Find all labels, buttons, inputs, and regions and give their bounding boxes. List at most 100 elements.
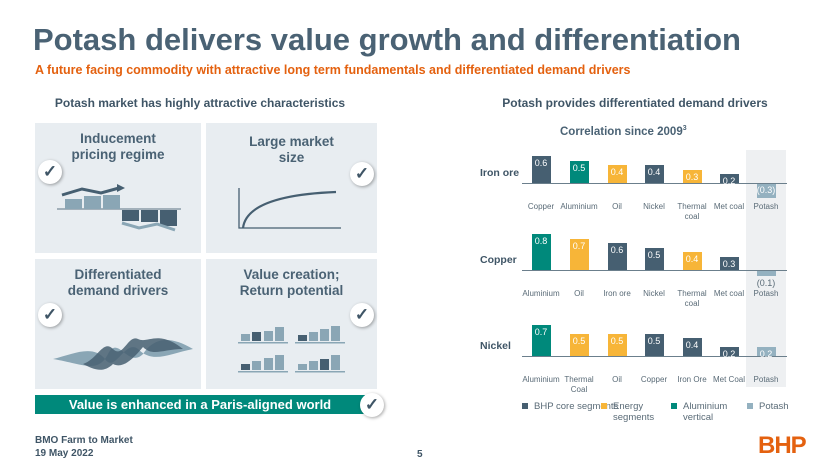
tile-title: Large market size xyxy=(206,134,377,166)
category-label: Aluminium xyxy=(522,375,560,384)
category-label: Copper xyxy=(527,202,555,211)
right-heading: Potash provides differentiated demand dr… xyxy=(502,96,768,110)
value-label: 0.3 xyxy=(722,258,736,269)
value-label: 0.8 xyxy=(534,236,548,246)
row-label: Copper xyxy=(480,254,517,266)
bar xyxy=(682,252,702,270)
category-label: Thermal coal xyxy=(677,202,707,221)
legend-item-core: BHP core segments xyxy=(522,401,619,412)
page-number: 5 xyxy=(417,449,423,460)
category-label: Thermal Coal xyxy=(564,375,594,394)
bar xyxy=(569,333,589,356)
value-label: 0.3 xyxy=(685,171,699,182)
value-label: (0.1) xyxy=(756,277,776,288)
tile-demand-drivers: Differentiated demand drivers xyxy=(35,259,201,389)
value-label: 0.5 xyxy=(647,335,661,346)
tile-title-line: Differentiated xyxy=(74,267,162,282)
baseline xyxy=(522,270,787,271)
pricing-regime-icon xyxy=(57,184,181,232)
bar xyxy=(531,234,551,270)
check-icon: ✓ xyxy=(38,160,62,184)
baseline xyxy=(522,183,787,184)
value-label: 0.7 xyxy=(572,240,586,251)
bar xyxy=(607,243,627,270)
bar xyxy=(756,271,776,276)
category-label: Potash xyxy=(753,375,779,384)
value-label: 0.4 xyxy=(685,340,699,350)
value-label: 0.5 xyxy=(647,249,661,260)
legend-swatch xyxy=(671,403,677,409)
value-label: 0.4 xyxy=(647,167,661,177)
footer-date: 19 May 2022 xyxy=(35,448,94,459)
check-icon: ✓ xyxy=(38,303,62,327)
bar xyxy=(756,347,776,356)
value-label: 0.2 xyxy=(722,176,736,186)
category-label: Iron ore xyxy=(603,289,631,298)
check-icon: ✓ xyxy=(350,303,374,327)
value-label: 0.6 xyxy=(534,158,548,168)
value-label: 0.6 xyxy=(610,245,624,255)
legend-swatch xyxy=(747,403,753,409)
footnote-ref: 3 xyxy=(682,125,687,132)
legend-label: BHP core segments xyxy=(534,401,619,412)
bar xyxy=(719,347,739,356)
baseline xyxy=(522,356,787,357)
bar xyxy=(531,156,551,183)
legend-swatch xyxy=(601,403,607,409)
value-label: 0.4 xyxy=(685,254,699,264)
category-label: Oil xyxy=(612,202,622,211)
legend-swatch xyxy=(522,403,528,409)
value-label: 0.5 xyxy=(610,335,624,346)
category-label: Oil xyxy=(612,375,622,384)
paris-aligned-banner: Value is enhanced in a Paris-aligned wor… xyxy=(35,395,365,414)
chart-title: Correlation since 20093 xyxy=(560,125,687,138)
value-label: 0.4 xyxy=(610,167,624,177)
value-label: 0.2 xyxy=(722,349,736,359)
value-label: 0.7 xyxy=(534,326,548,337)
tile-title-line: Inducement xyxy=(80,131,156,146)
footer-event: BMO Farm to Market xyxy=(35,435,133,446)
tile-large-market: Large market size xyxy=(206,123,377,253)
wave-icon xyxy=(53,338,193,370)
row-label: Nickel xyxy=(480,340,511,352)
bar xyxy=(682,169,702,183)
tile-title-line: demand drivers xyxy=(67,283,169,298)
category-label: Potash xyxy=(753,289,779,298)
tile-title-line: Value creation; xyxy=(243,267,340,282)
category-label: Copper xyxy=(640,375,668,384)
category-label: Thermal coal xyxy=(677,289,707,308)
bar xyxy=(682,338,702,356)
category-label: Aluminium xyxy=(522,289,560,298)
bar xyxy=(756,184,776,198)
page-title: Potash delivers value growth and differe… xyxy=(33,22,741,57)
bar xyxy=(569,160,589,183)
bar xyxy=(719,256,739,270)
bar xyxy=(569,238,589,270)
value-label: 0.2 xyxy=(759,349,773,359)
value-label: 0.5 xyxy=(572,162,586,173)
tile-title: Value creation; Return potential xyxy=(206,267,377,299)
category-label: Met coal xyxy=(713,289,745,298)
category-label: Aluminium xyxy=(560,202,598,211)
tile-title: Inducement pricing regime xyxy=(35,131,201,163)
legend-item-aluminium: Aluminium vertical xyxy=(671,401,738,423)
tile-inducement-pricing: Inducement pricing regime xyxy=(35,123,201,253)
bar xyxy=(531,324,551,356)
tile-title: Differentiated demand drivers xyxy=(35,267,201,299)
chart-title-text: Correlation since 2009 xyxy=(560,125,683,138)
legend-label: Energy segments xyxy=(613,401,655,423)
tile-title-line: Large market xyxy=(249,134,334,149)
bar xyxy=(644,247,664,270)
tile-value-creation: Value creation; Return potential xyxy=(206,259,377,389)
bar xyxy=(644,333,664,356)
bar xyxy=(644,165,664,183)
left-heading: Potash market has highly attractive char… xyxy=(54,96,346,110)
value-label: (0.3) xyxy=(756,185,776,195)
category-label: Nickel xyxy=(643,289,665,298)
bar xyxy=(607,165,627,183)
tile-title-line: pricing regime xyxy=(71,147,165,162)
legend-label: Aluminium vertical xyxy=(683,401,728,423)
row-label: Iron ore xyxy=(480,167,520,179)
tile-title-line: Return potential xyxy=(239,283,344,298)
page-subtitle: A future facing commodity with attractiv… xyxy=(35,63,631,77)
